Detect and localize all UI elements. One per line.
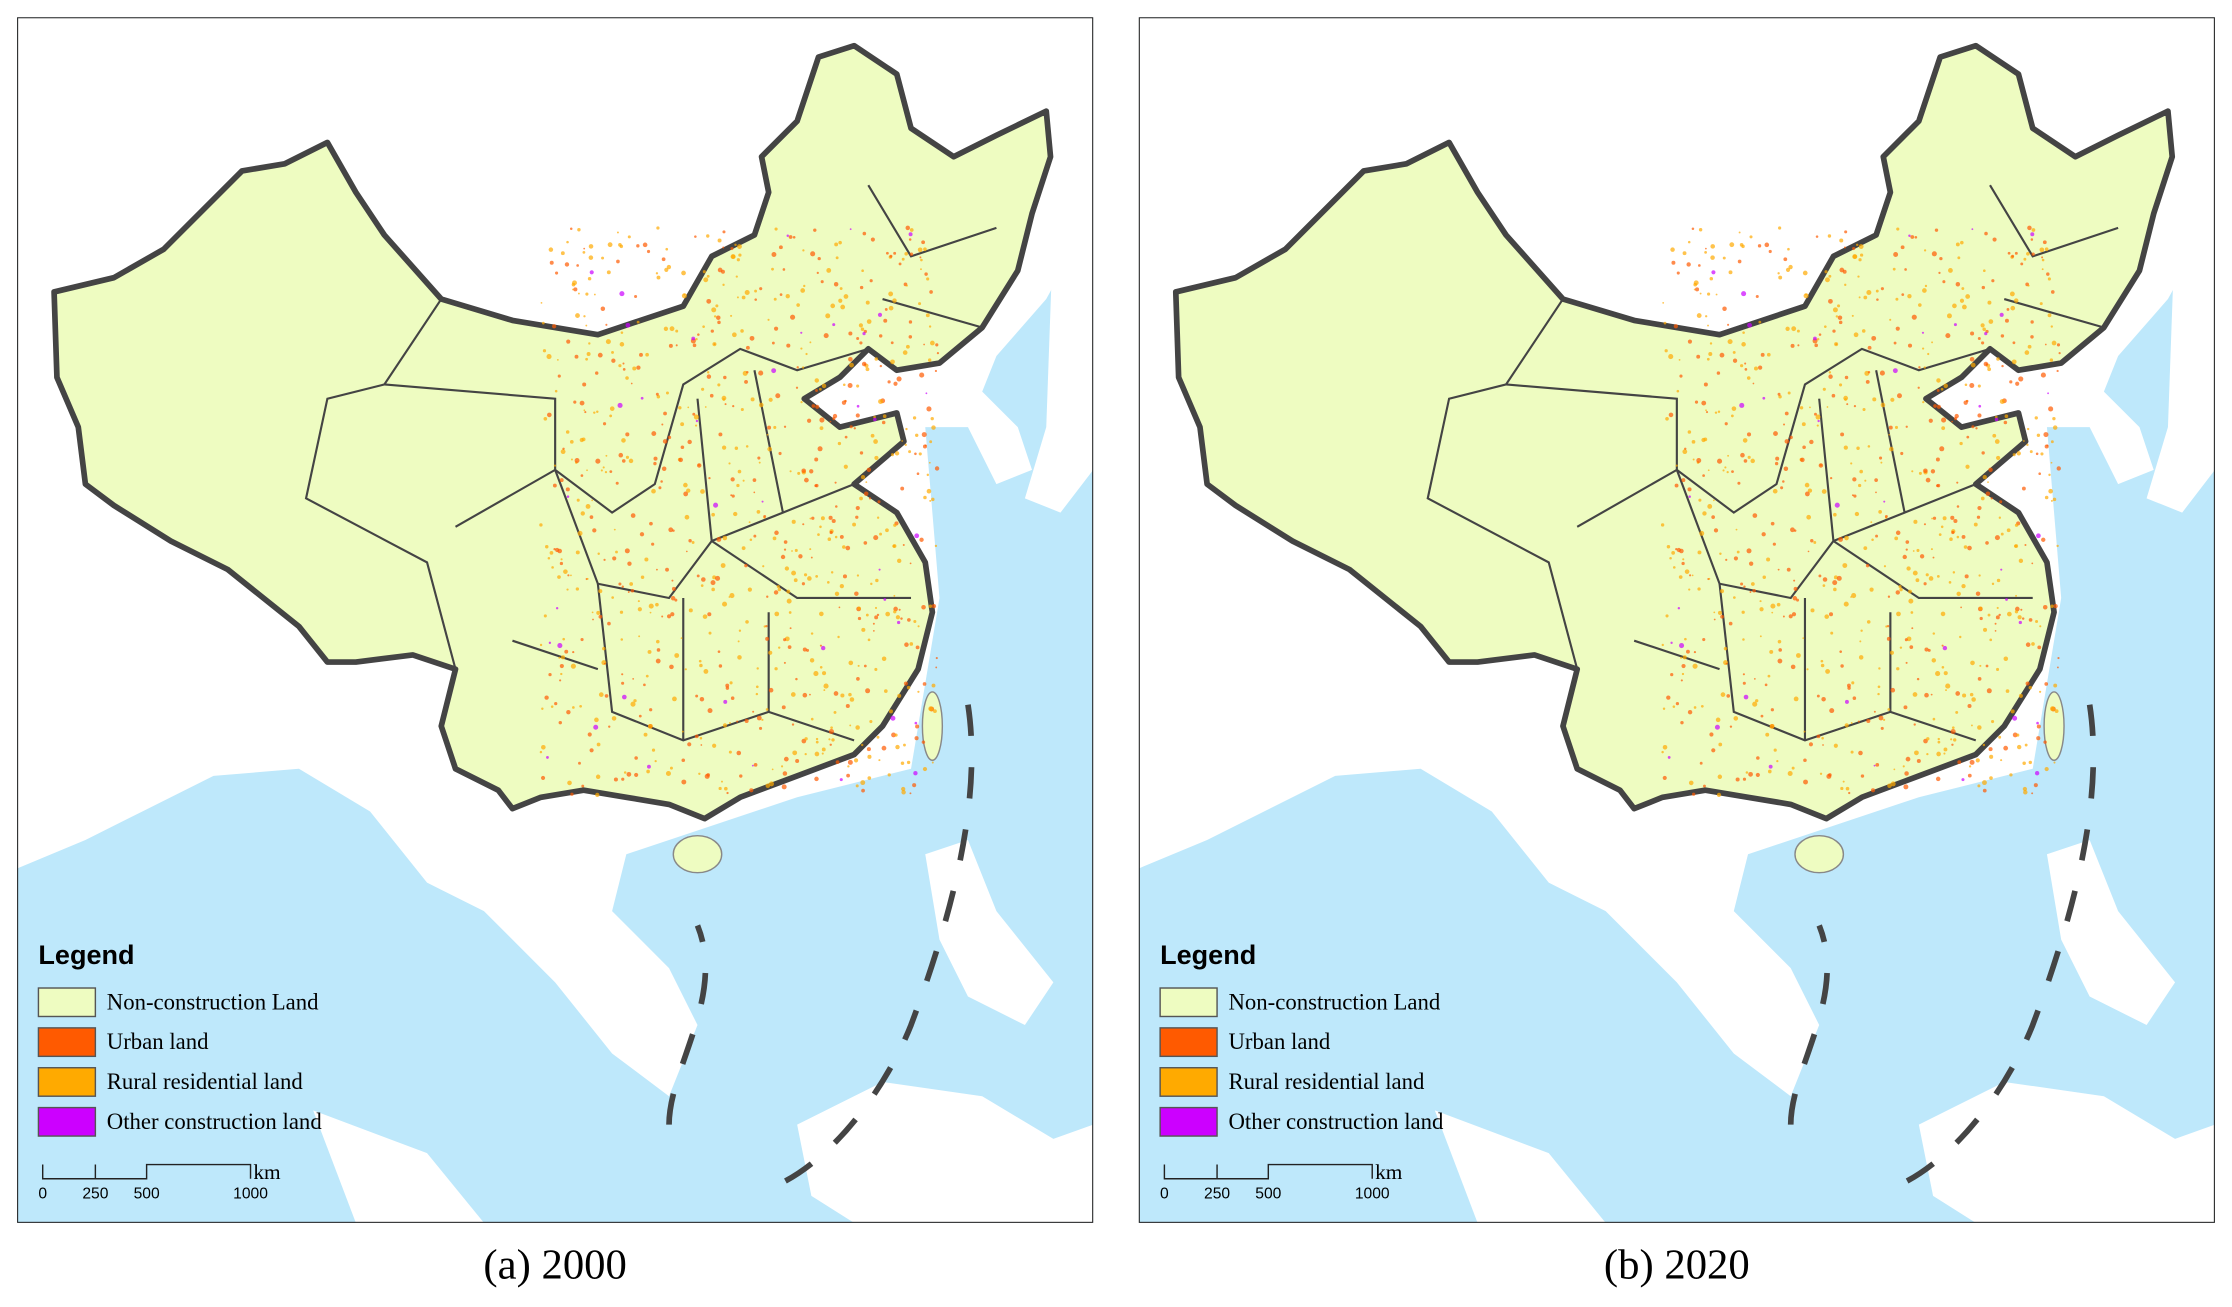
scale-label: 250: [82, 1186, 108, 1203]
legend-label: Non-construction Land: [107, 989, 319, 1014]
scale-unit: km: [253, 1160, 281, 1184]
map-panel: Legend Non-construction Land Urban land Rur…: [1139, 17, 2215, 1288]
legend-label: Rural residential land: [1228, 1069, 1425, 1094]
legend-title: Legend: [1160, 940, 1256, 970]
legend-title: Legend: [38, 940, 134, 970]
scale-unit: km: [1375, 1160, 1403, 1184]
legend-swatch: [37, 987, 97, 1018]
scale-label: 1000: [1355, 1186, 1390, 1203]
scale-label: 500: [134, 1186, 160, 1203]
legend-label: Urban land: [1228, 1029, 1330, 1054]
scale-label: 0: [38, 1186, 47, 1203]
scale-label: 0: [1160, 1186, 1169, 1203]
legend-label: Other construction land: [1228, 1109, 1444, 1134]
legend-label: Urban land: [107, 1029, 209, 1054]
scale-label: 500: [1255, 1186, 1281, 1203]
legend-swatch: [1159, 1067, 1218, 1097]
legend-swatch: [1159, 987, 1218, 1018]
scale-label: 250: [1204, 1186, 1230, 1203]
map-panel: Legend Non-construction Land Urban land Rur…: [17, 17, 1093, 1288]
legend-swatch: [1159, 1027, 1218, 1058]
legend-label: Rural residential land: [107, 1069, 304, 1094]
scale-bar: [1163, 1163, 1373, 1180]
caption: (a) 2000: [483, 1241, 626, 1288]
legend-swatch: [37, 1067, 97, 1097]
legend-label: Other construction land: [107, 1109, 323, 1134]
caption: (b) 2020: [1604, 1241, 1750, 1288]
scale-label: 1000: [233, 1186, 268, 1203]
scale-bar: [41, 1163, 252, 1180]
legend-swatch: [37, 1106, 97, 1137]
legend-swatch: [1159, 1106, 1218, 1137]
legend-swatch: [37, 1027, 97, 1058]
legend-label: Non-construction Land: [1228, 989, 1440, 1014]
